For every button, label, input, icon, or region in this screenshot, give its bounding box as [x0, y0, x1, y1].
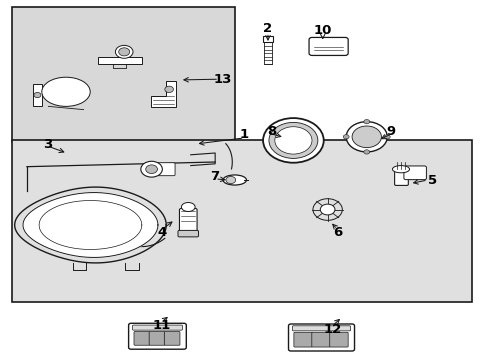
Circle shape	[263, 118, 323, 163]
FancyBboxPatch shape	[134, 332, 149, 345]
FancyBboxPatch shape	[164, 332, 180, 345]
Text: 11: 11	[152, 319, 170, 332]
Circle shape	[225, 176, 235, 184]
Ellipse shape	[223, 175, 246, 185]
FancyBboxPatch shape	[403, 166, 426, 180]
Text: 10: 10	[313, 24, 331, 37]
Ellipse shape	[115, 45, 133, 58]
Circle shape	[384, 135, 389, 139]
Circle shape	[274, 127, 311, 154]
Text: 12: 12	[323, 323, 341, 336]
Text: 5: 5	[427, 174, 436, 186]
FancyBboxPatch shape	[394, 170, 407, 185]
Text: 2: 2	[263, 22, 272, 35]
Ellipse shape	[391, 166, 408, 173]
Text: 3: 3	[43, 138, 52, 150]
Circle shape	[145, 165, 157, 174]
Circle shape	[320, 204, 334, 215]
FancyBboxPatch shape	[288, 324, 354, 351]
FancyBboxPatch shape	[157, 163, 175, 176]
Polygon shape	[150, 81, 176, 107]
Circle shape	[351, 126, 381, 148]
Polygon shape	[23, 193, 158, 257]
FancyBboxPatch shape	[329, 332, 347, 347]
Circle shape	[268, 122, 317, 158]
FancyBboxPatch shape	[179, 208, 197, 235]
Bar	[12, 7, 234, 142]
Text: 13: 13	[213, 73, 231, 86]
Circle shape	[363, 150, 369, 154]
FancyBboxPatch shape	[149, 332, 164, 345]
FancyBboxPatch shape	[293, 332, 312, 347]
Circle shape	[34, 93, 41, 98]
Circle shape	[141, 161, 162, 177]
FancyBboxPatch shape	[311, 332, 329, 347]
Ellipse shape	[119, 48, 129, 56]
FancyBboxPatch shape	[263, 36, 272, 42]
FancyBboxPatch shape	[128, 323, 186, 349]
Circle shape	[164, 86, 173, 93]
Circle shape	[346, 122, 386, 152]
Text: 4: 4	[158, 226, 166, 239]
Ellipse shape	[42, 77, 90, 107]
Ellipse shape	[181, 202, 195, 211]
Circle shape	[343, 135, 348, 139]
FancyBboxPatch shape	[178, 230, 198, 237]
Bar	[98, 57, 142, 64]
Text: 8: 8	[266, 125, 275, 138]
Circle shape	[363, 120, 369, 124]
Text: 7: 7	[210, 170, 219, 183]
FancyBboxPatch shape	[308, 37, 347, 55]
Text: 9: 9	[386, 125, 395, 138]
FancyBboxPatch shape	[132, 325, 182, 330]
Polygon shape	[33, 84, 42, 107]
Text: 1: 1	[240, 128, 248, 141]
Text: 6: 6	[332, 226, 341, 239]
FancyBboxPatch shape	[292, 326, 350, 331]
Bar	[12, 140, 471, 302]
